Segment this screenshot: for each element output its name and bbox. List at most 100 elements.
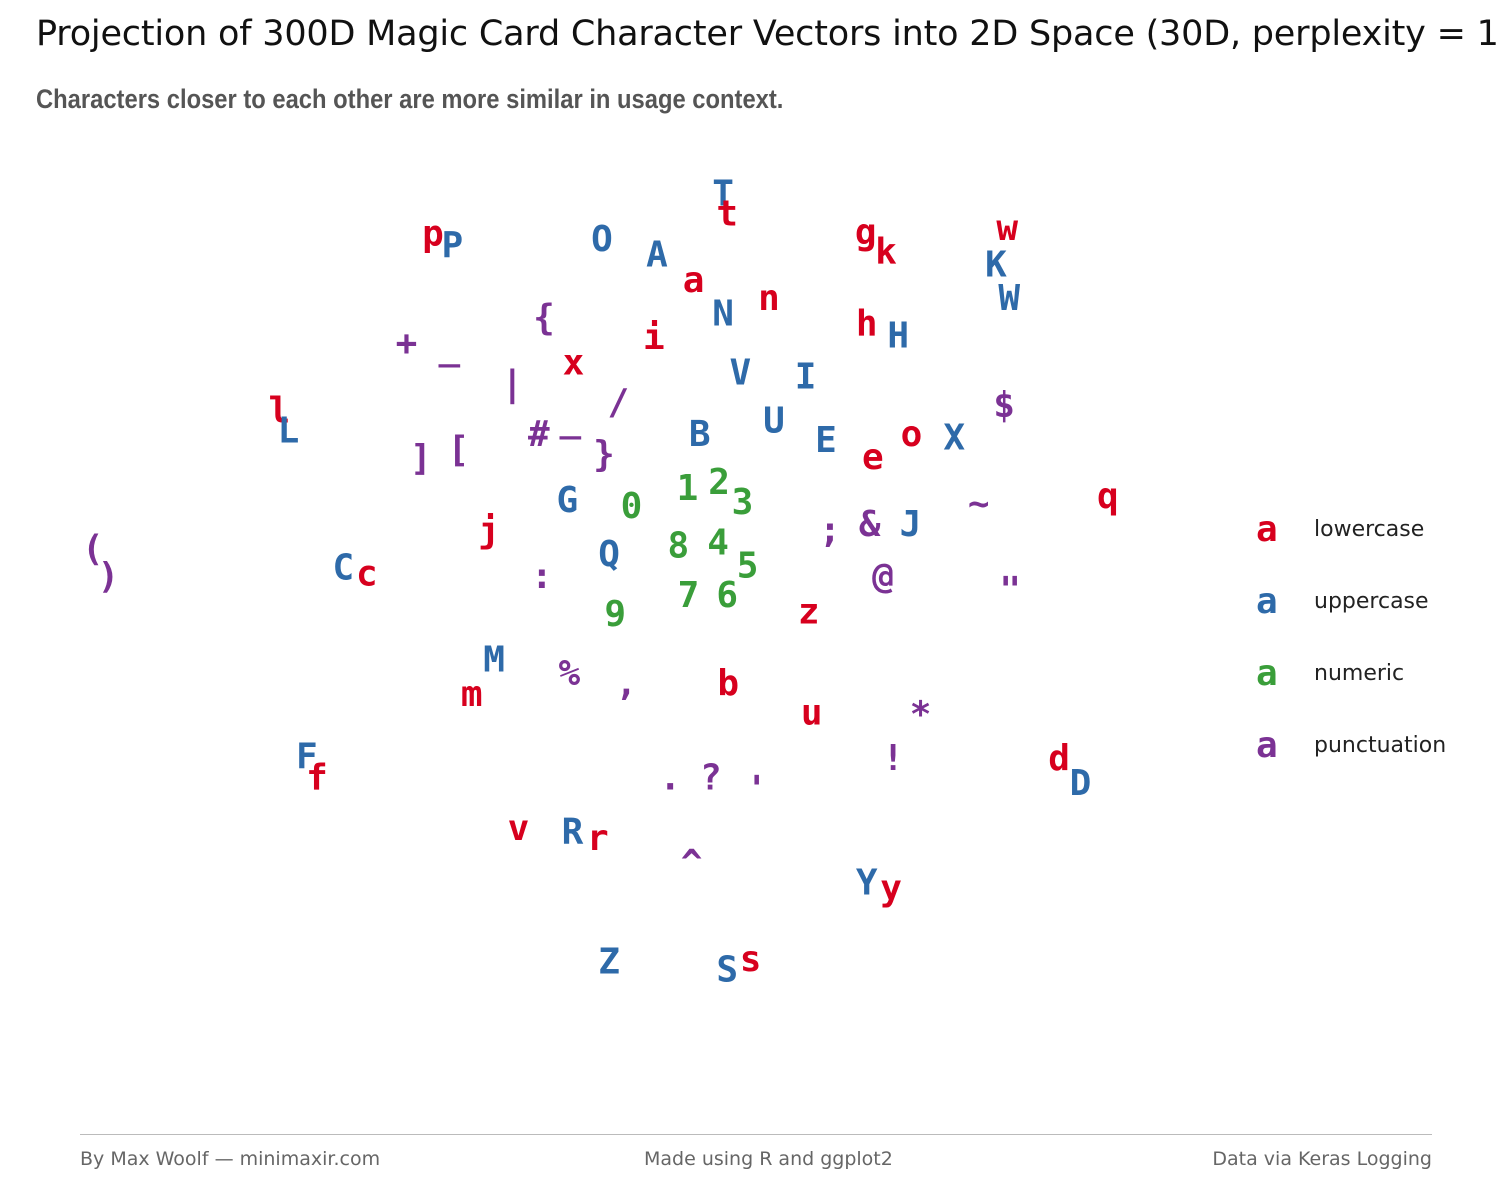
point-lowercase-68: b [717, 663, 739, 704]
point-lowercase-46: j [478, 510, 500, 551]
point-uppercase-10: W [998, 278, 1020, 319]
point-lowercase-1: t [716, 193, 738, 234]
point-uppercase-34: E [815, 420, 837, 461]
point-punctuation-73: ! [882, 738, 904, 779]
point-uppercase-86: Z [598, 942, 620, 983]
point-uppercase-31: B [689, 414, 711, 455]
point-punctuation-59: @ [872, 556, 894, 597]
point-uppercase-88: S [716, 949, 738, 990]
chart-subtitle: Characters closer to each other are more… [36, 84, 784, 114]
point-punctuation-19: _ [438, 327, 460, 368]
point-uppercase-4: O [591, 219, 613, 260]
point-lowercase-7: k [875, 232, 897, 273]
footer-divider [80, 1134, 1432, 1135]
point-uppercase-22: I [795, 356, 817, 397]
point-lowercase-8: w [996, 208, 1018, 249]
point-uppercase-33: X [943, 418, 965, 459]
point-uppercase-0: T [712, 173, 734, 214]
point-punctuation-24: / [607, 382, 629, 423]
legend-key-uppercase: a [1256, 581, 1278, 622]
point-punctuation-45: ~ [968, 484, 990, 525]
point-lowercase-26: l [268, 391, 290, 432]
point-punctuation-14: { [533, 297, 555, 338]
point-punctuation-62: " [999, 570, 1021, 611]
point-punctuation-66: % [559, 653, 581, 694]
point-punctuation-18: + [396, 323, 418, 364]
point-lowercase-2: p [422, 214, 444, 255]
point-numeric-53: 5 [737, 546, 759, 587]
point-punctuation-36: [ [448, 429, 470, 470]
point-lowercase-82: r [587, 818, 609, 859]
point-punctuation-54: ( [82, 529, 104, 570]
point-numeric-61: 6 [716, 575, 738, 616]
legend-label-lowercase: lowercase [1314, 517, 1425, 542]
point-punctuation-30: # [528, 414, 550, 455]
point-uppercase-27: L [278, 411, 300, 452]
point-punctuation-78: ? [700, 758, 722, 799]
point-punctuation-37: } [593, 434, 615, 475]
point-punctuation-58: : [531, 556, 553, 597]
point-numeric-40: 1 [677, 468, 699, 509]
point-lowercase-6: g [855, 212, 877, 253]
point-uppercase-81: R [562, 812, 584, 853]
point-uppercase-16: H [887, 315, 909, 356]
point-numeric-42: 3 [732, 482, 754, 523]
point-punctuation-47: ; [819, 510, 841, 551]
point-lowercase-69: m [461, 674, 483, 715]
point-numeric-51: 8 [667, 526, 689, 567]
point-punctuation-25: $ [993, 385, 1015, 426]
point-uppercase-76: D [1070, 763, 1092, 804]
legend-key-punctuation: a [1256, 725, 1278, 766]
point-lowercase-15: h [856, 304, 878, 345]
point-lowercase-57: c [356, 554, 378, 595]
point-numeric-60: 7 [678, 575, 700, 616]
point-lowercase-17: i [643, 317, 665, 358]
point-uppercase-52: Q [598, 534, 620, 575]
point-uppercase-21: V [730, 353, 752, 394]
point-numeric-50: 4 [707, 523, 729, 564]
point-lowercase-70: u [801, 692, 823, 733]
point-numeric-63: 9 [604, 594, 626, 635]
point-punctuation-35: ] [410, 438, 432, 479]
footer-author: By Max Woolf — minimaxir.com [80, 1148, 381, 1170]
legend-key-numeric: a [1256, 653, 1278, 694]
point-lowercase-32: o [901, 414, 923, 455]
point-uppercase-72: F [296, 737, 318, 778]
footer-source: Data via Keras Logging [1212, 1148, 1432, 1170]
point-lowercase-20: x [563, 342, 585, 383]
legend-label-uppercase: uppercase [1314, 589, 1429, 614]
point-numeric-39: 2 [708, 462, 730, 503]
point-punctuation-48: & [859, 504, 881, 545]
chart-title: Projection of 300D Magic Card Character … [36, 14, 1500, 54]
point-punctuation-23: | [502, 363, 524, 404]
point-uppercase-5: A [646, 235, 668, 276]
footer-tools: Made using R and ggplot2 [644, 1148, 893, 1170]
point-lowercase-87: s [740, 939, 762, 980]
point-punctuation-55: ) [97, 556, 119, 597]
point-punctuation-29: _ [560, 399, 582, 440]
point-lowercase-12: n [758, 278, 780, 319]
point-lowercase-75: f [306, 758, 328, 799]
point-lowercase-80: v [508, 808, 530, 849]
point-uppercase-49: J [900, 504, 922, 545]
point-uppercase-65: M [483, 640, 505, 681]
point-uppercase-13: N [712, 294, 734, 335]
legend-label-punctuation: punctuation [1314, 733, 1447, 758]
point-uppercase-9: K [985, 245, 1007, 286]
point-uppercase-56: C [333, 547, 355, 588]
point-lowercase-38: e [862, 437, 884, 478]
point-lowercase-85: y [880, 868, 902, 909]
point-uppercase-43: G [557, 480, 579, 521]
point-uppercase-28: U [763, 401, 785, 442]
legend-key-lowercase: a [1256, 509, 1278, 550]
legend-label-numeric: numeric [1314, 661, 1405, 686]
point-punctuation-77: . [659, 758, 681, 799]
point-punctuation-71: * [910, 695, 932, 736]
point-numeric-44: 0 [621, 486, 643, 527]
point-punctuation-79: ' [746, 769, 768, 810]
point-punctuation-83: ^ [681, 843, 703, 884]
point-uppercase-3: P [442, 225, 464, 266]
point-lowercase-11: a [683, 260, 705, 301]
point-punctuation-67: , [616, 663, 638, 704]
